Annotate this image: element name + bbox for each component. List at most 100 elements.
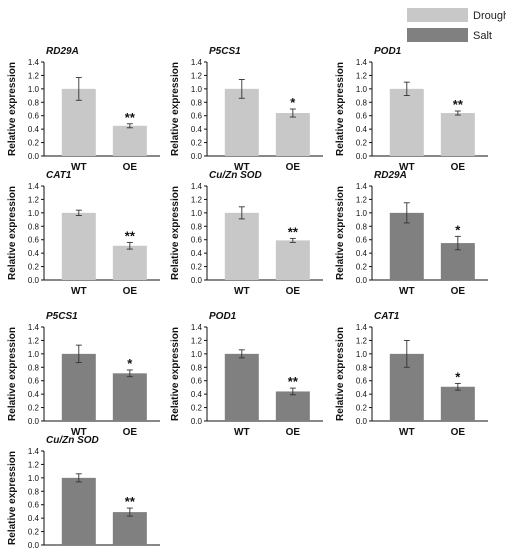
- y-axis-label: Relative expression: [170, 62, 181, 156]
- y-tick-label: 0.2: [28, 263, 40, 272]
- chart-panel-9: CAT1 Relative expression 0.0 0.2 0.4 0.6 0.8 1.…: [335, 311, 488, 438]
- y-tick-label: 0.8: [28, 222, 40, 231]
- chart-panel-7: P5CS1 Relative expression 0.0 0.2 0.4 0.6 0.8 1…: [7, 311, 160, 438]
- chart-panel-6: RD29A Relative expression 0.0 0.2 0.4 0.6 0.8 1…: [335, 170, 488, 297]
- y-tick-label: 0.0: [28, 541, 40, 550]
- y-tick-label: 0.6: [356, 236, 368, 245]
- legend-swatch-drought: [407, 8, 468, 22]
- y-tick-label: 1.0: [356, 350, 368, 359]
- significance-marker: *: [290, 95, 296, 110]
- legend-label-salt: Salt: [473, 30, 492, 42]
- y-tick-label: 1.2: [28, 336, 40, 345]
- y-tick-label: 0.8: [356, 363, 368, 372]
- y-axis-label: Relative expression: [7, 186, 18, 280]
- bar-wt: [389, 88, 424, 156]
- x-tick-label: WT: [399, 286, 415, 297]
- x-tick-label: WT: [234, 427, 250, 438]
- y-axis-label: Relative expression: [335, 327, 346, 421]
- bar-wt: [61, 477, 96, 545]
- bar-oe: [275, 240, 310, 280]
- bar-wt: [224, 353, 259, 421]
- x-tick-label: OE: [451, 162, 466, 173]
- y-tick-label: 1.2: [28, 71, 40, 80]
- significance-marker: *: [455, 222, 461, 237]
- y-tick-label: 1.0: [191, 209, 203, 218]
- y-tick-label: 1.4: [191, 58, 203, 67]
- y-tick-label: 1.4: [356, 323, 368, 332]
- x-tick-label: WT: [234, 162, 250, 173]
- chart-panel-5: Cu/Zn SOD Relative expression 0.0 0.2 0.4 0.6…: [170, 170, 323, 297]
- bar-oe: [112, 245, 147, 280]
- chart-panel-1: RD29A Relative expression 0.0 0.2 0.4 0.6 0.8 1…: [7, 46, 160, 173]
- bar-wt: [61, 353, 96, 421]
- y-axis-label: Relative expression: [170, 186, 181, 280]
- y-tick-label: 0.4: [191, 249, 203, 258]
- y-tick-label: 1.4: [191, 323, 203, 332]
- y-tick-label: 0.8: [191, 222, 203, 231]
- y-tick-label: 1.0: [356, 85, 368, 94]
- y-tick-label: 0.0: [356, 276, 368, 285]
- chart-panel-4: CAT1 Relative expression 0.0 0.2 0.4 0.6 0.8 1.…: [7, 170, 160, 297]
- x-tick-label: WT: [399, 162, 415, 173]
- y-tick-label: 0.0: [191, 417, 203, 426]
- y-tick-label: 0.2: [28, 404, 40, 413]
- y-tick-label: 1.0: [28, 350, 40, 359]
- y-tick-label: 1.0: [191, 350, 203, 359]
- y-tick-label: 0.8: [28, 363, 40, 372]
- bar-oe: [275, 113, 310, 156]
- significance-marker: *: [127, 356, 133, 371]
- x-tick-label: WT: [399, 427, 415, 438]
- y-tick-label: 0.2: [191, 263, 203, 272]
- x-tick-label: WT: [71, 162, 87, 173]
- y-axis-label: Relative expression: [170, 327, 181, 421]
- y-tick-label: 0.4: [356, 125, 368, 134]
- x-tick-label: OE: [123, 427, 138, 438]
- y-tick-label: 0.8: [191, 363, 203, 372]
- y-tick-label: 1.0: [28, 209, 40, 218]
- y-tick-label: 1.2: [191, 336, 203, 345]
- y-tick-label: 1.2: [28, 460, 40, 469]
- y-tick-label: 0.0: [28, 276, 40, 285]
- panel-title: P5CS1: [46, 311, 78, 322]
- y-tick-label: 0.2: [356, 139, 368, 148]
- significance-marker: **: [125, 494, 136, 509]
- y-tick-label: 1.4: [356, 58, 368, 67]
- y-tick-label: 0.0: [356, 152, 368, 161]
- y-tick-label: 0.4: [28, 249, 40, 258]
- y-tick-label: 1.0: [28, 474, 40, 483]
- x-tick-label: OE: [123, 162, 138, 173]
- y-tick-label: 0.6: [28, 377, 40, 386]
- y-tick-label: 0.6: [191, 236, 203, 245]
- y-axis-label: Relative expression: [7, 62, 18, 156]
- y-tick-label: 0.4: [28, 514, 40, 523]
- y-tick-label: 0.2: [191, 404, 203, 413]
- bar-wt: [224, 212, 259, 280]
- bar-oe: [112, 512, 147, 545]
- y-tick-label: 1.0: [28, 85, 40, 94]
- x-tick-label: WT: [71, 286, 87, 297]
- y-tick-label: 1.2: [356, 195, 368, 204]
- x-tick-label: OE: [451, 427, 466, 438]
- bar-oe: [112, 373, 147, 421]
- chart-panel-10: Cu/Zn SOD Relative expression 0.0 0.2 0.4 0.6…: [7, 435, 160, 555]
- y-tick-label: 0.4: [28, 390, 40, 399]
- y-tick-label: 0.0: [28, 417, 40, 426]
- y-axis-label: Relative expression: [335, 186, 346, 280]
- x-tick-label: OE: [286, 162, 301, 173]
- panels: RD29A Relative expression 0.0 0.2 0.4 0.6 0.8 1…: [7, 46, 488, 555]
- y-tick-label: 0.2: [356, 263, 368, 272]
- significance-marker: **: [125, 228, 136, 243]
- y-tick-label: 0.6: [28, 112, 40, 121]
- y-tick-label: 0.8: [191, 98, 203, 107]
- panel-title: CAT1: [374, 311, 400, 322]
- y-tick-label: 0.2: [28, 528, 40, 537]
- y-tick-label: 1.2: [28, 195, 40, 204]
- y-tick-label: 0.4: [356, 390, 368, 399]
- chart-panel-2: P5CS1 Relative expression 0.0 0.2 0.4 0.6 0.8 1…: [170, 46, 323, 173]
- significance-marker: **: [453, 97, 464, 112]
- y-tick-label: 0.6: [191, 377, 203, 386]
- significance-marker: **: [288, 374, 299, 389]
- y-tick-label: 0.0: [28, 152, 40, 161]
